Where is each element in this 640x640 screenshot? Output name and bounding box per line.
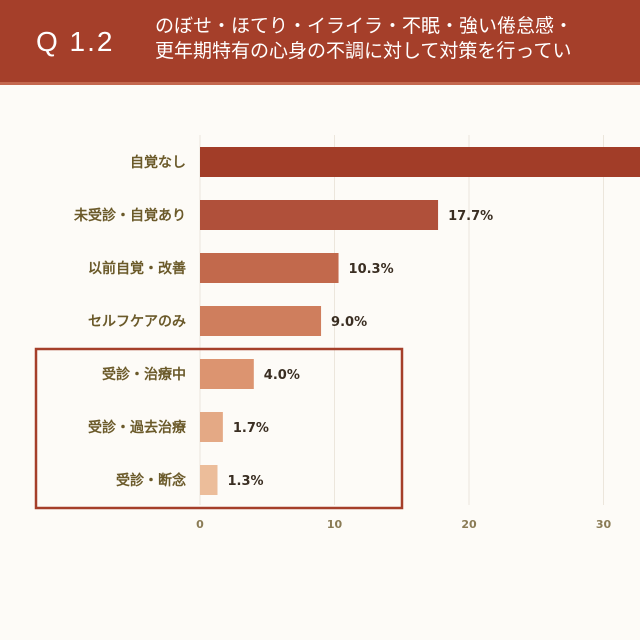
x-tick-label: 0	[196, 518, 204, 531]
data-label: 17.7%	[448, 209, 493, 224]
data-label: 1.3%	[227, 474, 263, 489]
data-label: 1.7%	[233, 421, 269, 436]
question-title: のぼせ・ほてり・イライラ・不眠・強い倦怠感・ 更年期特有の心身の不調に対して対策…	[155, 14, 573, 64]
data-label: 9.0%	[331, 315, 367, 330]
bar	[200, 359, 254, 389]
question-number: Q 1.2	[36, 26, 115, 57]
data-label: 4.0%	[264, 368, 300, 383]
x-tick-label: 30	[596, 518, 612, 531]
bar	[200, 147, 640, 177]
x-tick-label: 20	[461, 518, 477, 531]
bar	[200, 412, 223, 442]
bar	[200, 200, 439, 230]
category-label: 受診・過去治療	[88, 419, 187, 436]
highlight-box	[34, 347, 404, 510]
data-label: 10.3%	[349, 262, 394, 277]
category-label: 受診・治療中	[102, 366, 186, 383]
category-label: 自覚なし	[130, 154, 186, 171]
bar	[200, 253, 339, 283]
category-label: 未受診・自覚あり	[74, 207, 186, 224]
category-label: 受診・断念	[116, 472, 187, 489]
bar	[200, 306, 322, 336]
question-title-line2: 更年期特有の心身の不調に対して対策を行ってい	[155, 40, 572, 62]
bar	[200, 465, 218, 495]
category-label: セルフケアのみ	[88, 314, 186, 330]
question-title-line1: のぼせ・ほてり・イライラ・不眠・強い倦怠感・	[155, 15, 574, 37]
category-label: 以前自覚・改善	[88, 260, 186, 277]
question-header: Q 1.2 のぼせ・ほてり・イライラ・不眠・強い倦怠感・ 更年期特有の心身の不調…	[0, 0, 640, 85]
x-tick-label: 10	[327, 518, 343, 531]
